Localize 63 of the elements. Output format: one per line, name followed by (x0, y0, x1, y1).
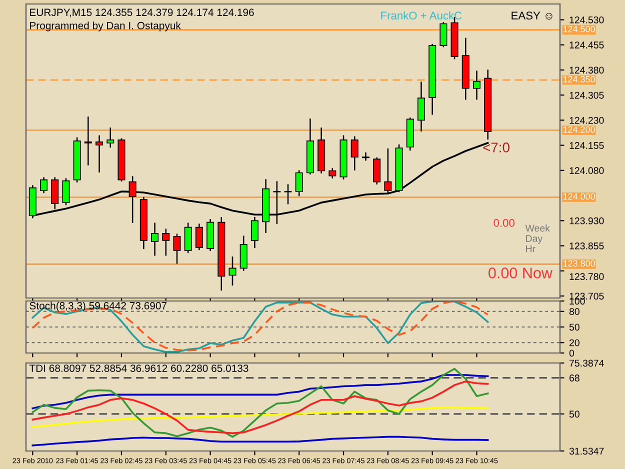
candlestick (295, 170, 303, 196)
candlestick (162, 228, 170, 256)
candlestick (417, 82, 425, 132)
ref-line-label: 123.800 (563, 260, 595, 267)
y-tick-label: 68 (570, 374, 580, 382)
y-tick-label: 50 (569, 324, 580, 331)
y-tick-label: 124.155 (570, 142, 604, 149)
chart-title: TDI 68.8097 52.8854 36.9612 60.2280 65.0133 (29, 364, 248, 372)
chart-title: Stoch(8,3,3) 59.6442 73.6907 (30, 302, 167, 312)
y-tick-label: 80 (569, 308, 580, 316)
text: Week (525, 224, 550, 232)
candlestick (96, 135, 104, 172)
annotation: 0.00 Now (488, 268, 552, 278)
line-series (32, 436, 489, 446)
candlestick (51, 177, 59, 210)
candlestick (328, 168, 336, 178)
y-tick-label: 124.530 (570, 16, 604, 24)
candlestick (228, 256, 236, 286)
y-tick-label: 31.5347 (569, 448, 604, 455)
annotation: FrankO + AuckC (381, 11, 462, 20)
candlestick (284, 184, 292, 204)
candlestick (184, 222, 192, 254)
candlestick (240, 236, 248, 271)
ref-line-label: 124.500 (563, 26, 595, 32)
y-tick-label: 124.380 (570, 66, 604, 74)
y-tick-label: 123.705 (570, 292, 604, 300)
text: Day (526, 235, 543, 244)
candlestick (151, 222, 159, 256)
candlestick (350, 136, 358, 170)
y-tick-label: 123.855 (570, 242, 604, 250)
text: Programmed by Dan I. Ostapyuk (30, 22, 181, 32)
candlestick (62, 178, 70, 206)
line-series (32, 406, 489, 428)
y-tick-label: 124.455 (570, 42, 604, 48)
candlestick (195, 224, 203, 250)
line-series (32, 374, 489, 410)
candlestick (440, 22, 448, 48)
text: EASY ☺ (512, 12, 552, 20)
y-tick-label: 124.230 (570, 116, 604, 124)
annotation: <7:0 (483, 142, 510, 152)
line-series (32, 380, 489, 434)
y-tick-label: 123.780 (570, 273, 604, 280)
y-tick-label: 123.930 (570, 217, 604, 224)
y-tick-label: 124.305 (570, 92, 604, 99)
y-tick-label: 124.080 (570, 167, 604, 174)
candlestick (106, 128, 114, 148)
ref-line-label: 124.200 (563, 126, 595, 133)
candlestick (384, 148, 392, 194)
text: Hr (526, 245, 536, 252)
candlestick (40, 177, 48, 194)
candlestick (173, 234, 181, 264)
text: 0.00 (494, 218, 514, 227)
y-tick-label: 75.3874 (570, 360, 604, 367)
candlestick (362, 152, 370, 161)
candlestick (84, 116, 92, 166)
y-tick-label: 50 (569, 410, 580, 418)
y-tick-label: 20 (570, 339, 580, 346)
ref-line-label: 124.000 (563, 193, 595, 200)
y-tick-label: 0 (569, 350, 574, 357)
candlestick (373, 157, 381, 184)
candlestick (472, 70, 480, 100)
ref-line-label: 124.350 (563, 76, 595, 82)
chart-title: EURJPY,M15 124.355 124.379 124.174 124.196 (30, 8, 254, 18)
